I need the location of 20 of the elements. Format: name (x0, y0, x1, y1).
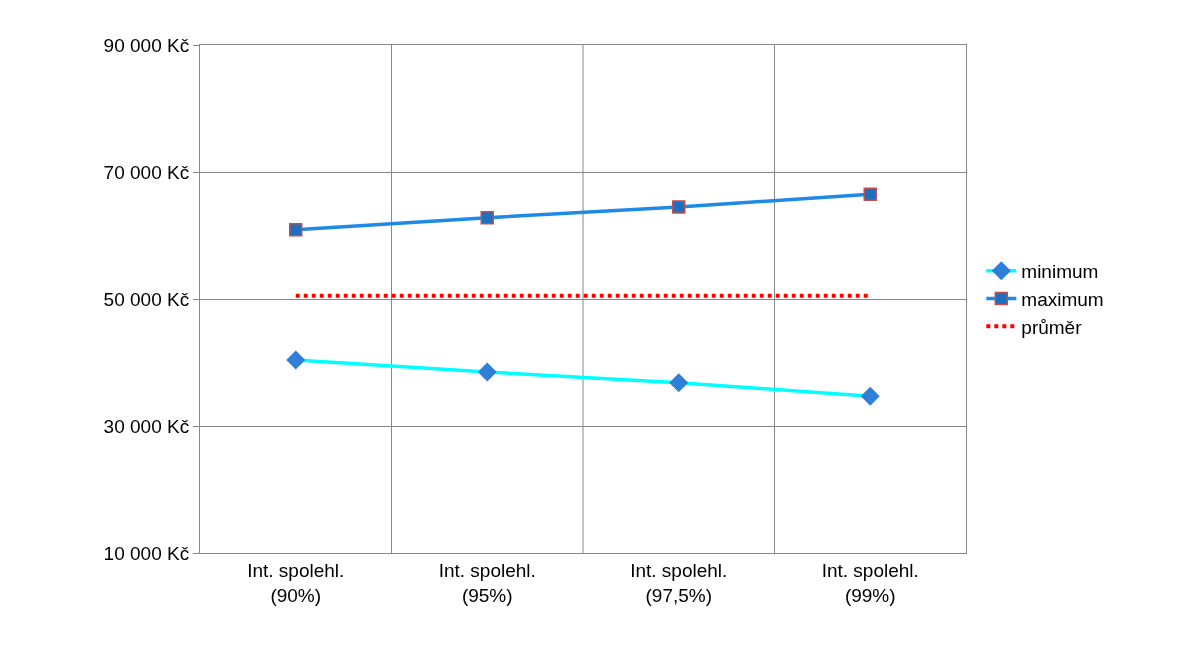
legend-label: minimum (1021, 261, 1099, 283)
x-tick-label: Int. spolehl. (99%) (821, 559, 919, 606)
y-tick-label: 90 000 Kč (103, 34, 190, 56)
point (861, 386, 880, 406)
point (669, 373, 688, 393)
point (478, 362, 497, 382)
x-tick-label: Int. spolehl. (95%) (438, 559, 536, 606)
y-tick-label: 30 000 Kč (103, 415, 190, 437)
point (289, 223, 303, 237)
point (863, 187, 877, 201)
y-tick-label: 50 000 Kč (103, 288, 190, 310)
y-tick-label: 70 000 Kč (103, 161, 190, 183)
x-tick-label: Int. spolehl. (90%) (247, 559, 345, 606)
x-tick-label: Int. spolehl. (97,5%) (630, 559, 728, 606)
point (286, 350, 305, 370)
point (672, 200, 686, 214)
y-tick-label: 10 000 Kč (103, 542, 190, 564)
legend-label: maximum (1021, 288, 1104, 310)
point (480, 210, 494, 225)
legend-label: průměr (1021, 316, 1083, 338)
